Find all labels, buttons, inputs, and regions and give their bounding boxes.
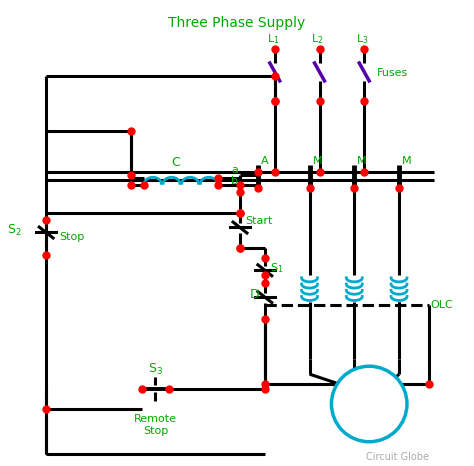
- Text: L$_3$: L$_3$: [356, 32, 368, 46]
- Text: Fuses: Fuses: [377, 68, 409, 78]
- Text: L$_1$: L$_1$: [266, 32, 279, 46]
- Text: M: M: [357, 157, 367, 166]
- Text: D: D: [250, 288, 260, 301]
- Text: Stop: Stop: [59, 232, 84, 242]
- Circle shape: [331, 366, 407, 442]
- Text: Three Phase Supply: Three Phase Supply: [168, 16, 306, 30]
- Text: L$_2$: L$_2$: [311, 32, 324, 46]
- Text: S$_1$: S$_1$: [270, 261, 283, 274]
- Text: Motor: Motor: [349, 397, 389, 411]
- Text: S$_3$: S$_3$: [148, 362, 163, 377]
- Text: OLC: OLC: [431, 300, 454, 309]
- Text: M: M: [402, 157, 411, 166]
- Text: S$_2$: S$_2$: [7, 222, 21, 238]
- Text: a: a: [231, 165, 238, 175]
- Text: A: A: [261, 157, 268, 166]
- Text: b: b: [231, 176, 238, 186]
- Text: M: M: [312, 157, 322, 166]
- Text: Remote
Stop: Remote Stop: [134, 414, 177, 436]
- Text: C: C: [171, 156, 180, 169]
- Text: Start: Start: [245, 216, 273, 226]
- Text: Circuit Globe: Circuit Globe: [366, 452, 429, 462]
